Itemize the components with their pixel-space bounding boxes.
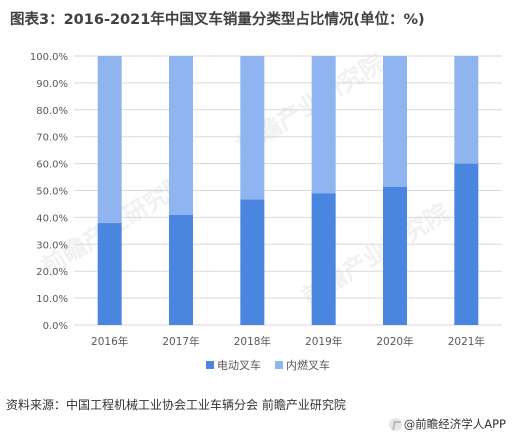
app-logo-icon [388,417,402,431]
y-tick-label: 100.0% [30,52,68,63]
bar-electric [240,199,265,325]
bar-combustion [97,56,122,224]
bar-electric [169,214,193,325]
bar-electric [311,193,336,325]
source-note: 资料来源：中国工程机械工业协会工业车辆分会 前瞻产业研究院 [6,398,346,412]
legend-label: 电动叉车 [217,358,261,372]
y-tick-label: 40.0% [36,213,68,224]
x-tick-label: 2019年 [305,335,342,348]
app-credit-text: @前瞻经济学人APP [403,417,506,431]
y-tick-label: 10.0% [36,294,68,305]
y-tick-label: 90.0% [36,79,68,90]
y-tick-label: 80.0% [36,106,68,117]
x-tick-label: 2020年 [376,335,413,348]
x-tick-label: 2018年 [234,335,271,348]
y-tick-label: 20.0% [36,267,68,278]
bar-electric [383,187,407,325]
x-tick-label: 2021年 [448,335,485,348]
y-tick-label: 60.0% [36,160,68,171]
legend-label: 内燃叉车 [286,358,330,372]
y-tick-label: 50.0% [36,187,68,198]
x-tick-label: 2017年 [162,335,199,348]
chart-title: 图表3：2016-2021年中国叉车销量分类型占比情况(单位：%) [10,12,425,28]
y-tick-label: 0.0% [43,321,68,332]
bar-electric [97,223,122,325]
bar-electric [454,163,479,325]
bar-combustion [454,56,479,164]
y-tick-label: 30.0% [36,240,68,251]
bar-combustion [311,56,336,194]
y-tick-label: 70.0% [36,133,68,144]
legend-swatch [206,361,214,369]
legend-swatch [275,361,283,369]
stacked-bar-chart: 0.0% 10.0% 20.0% 30.0% 40.0% 50.0% 60.0% 70.0% 8… [30,52,502,372]
bar-combustion [240,56,265,200]
x-tick-label: 2016年 [91,335,128,348]
bar-combustion [169,56,193,215]
bar-combustion [383,56,407,188]
app-credit: @前瞻经济学人APP [388,416,506,432]
